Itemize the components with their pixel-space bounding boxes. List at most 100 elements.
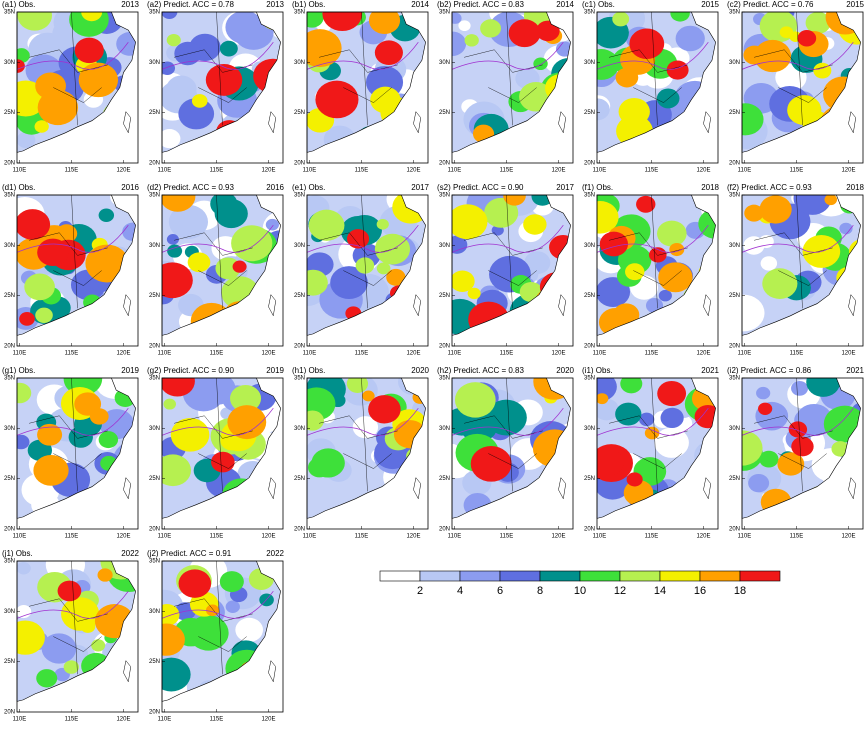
precip-blob	[162, 454, 192, 487]
precip-blob	[636, 195, 656, 213]
river	[161, 407, 274, 436]
precip-blob	[219, 40, 238, 57]
precip-blob	[113, 441, 136, 480]
river	[451, 224, 564, 253]
y-tick-label: 30N	[4, 609, 15, 615]
colorbar-box	[459, 570, 501, 582]
y-tick-label: 30N	[149, 243, 160, 249]
precip-blob	[791, 380, 809, 396]
precip-blob	[36, 669, 58, 688]
precip-blob	[17, 434, 30, 450]
coastline	[741, 194, 861, 336]
precip-blob	[748, 473, 770, 493]
colorbar-label: 8	[537, 585, 543, 597]
panel-label: (i1) Obs.	[582, 366, 613, 375]
y-tick-label: 25N	[584, 110, 595, 116]
colorbar-box	[659, 570, 701, 582]
precip-blob	[100, 455, 118, 471]
precip-blob	[468, 301, 510, 336]
river	[451, 41, 564, 70]
precip-blob	[686, 475, 716, 508]
precip-blob	[847, 85, 861, 100]
precip-blob	[231, 225, 273, 262]
precip-blob	[534, 286, 571, 322]
province-lines	[174, 560, 253, 675]
taiwan	[268, 660, 277, 683]
panel-label: (b1) Obs.	[292, 0, 325, 9]
taiwan	[848, 477, 857, 500]
precip-blob	[265, 89, 281, 117]
x-tick-label: 120E	[841, 351, 855, 357]
y-tick-label: 35N	[439, 193, 450, 199]
taiwan	[558, 477, 567, 500]
precip-blob	[271, 21, 281, 39]
precip-blob	[31, 492, 60, 518]
precip-blob	[219, 571, 244, 593]
panel-label: (h2) Predict. ACC = 0.83	[437, 366, 524, 375]
precip-blob	[63, 660, 79, 674]
panel-year: 2016	[266, 183, 284, 192]
precip-blob	[221, 276, 259, 310]
y-tick-label: 25N	[149, 476, 160, 482]
x-tick-label: 110E	[13, 534, 27, 540]
coastline	[161, 560, 281, 702]
x-tick-label: 110E	[738, 351, 752, 357]
precip-blob	[669, 242, 685, 257]
precip-blob	[205, 604, 220, 617]
precip-blob	[844, 307, 861, 332]
province-lines	[754, 377, 833, 492]
precip-blob	[107, 469, 136, 496]
map-frame	[451, 194, 574, 347]
colorbar-label: 18	[734, 585, 746, 597]
precip-blob	[205, 63, 243, 96]
coastline	[306, 194, 426, 336]
precip-blob	[472, 124, 495, 144]
panel-year: 2017	[411, 183, 429, 192]
precip-blob	[612, 12, 630, 27]
precip-blob	[224, 301, 254, 327]
x-tick-label: 115E	[645, 168, 659, 174]
panel-label: (h1) Obs.	[292, 366, 325, 375]
y-tick-label: 20N	[294, 527, 305, 533]
river	[741, 41, 854, 70]
panel-label: (c1) Obs.	[582, 0, 615, 9]
panel-year: 2017	[556, 183, 574, 192]
map-frame	[161, 560, 284, 713]
precip-blob	[114, 388, 136, 407]
map-frame	[16, 560, 139, 713]
coastline	[161, 194, 281, 336]
coastline	[16, 377, 136, 519]
precip-blob	[615, 67, 639, 88]
precip-blob	[330, 266, 368, 300]
panel-label: (f1) Obs.	[582, 183, 613, 192]
y-tick-label: 35N	[729, 193, 740, 199]
y-tick-label: 20N	[729, 161, 740, 167]
precip-blob	[266, 255, 281, 275]
precip-blob	[694, 440, 716, 472]
panel-label: (g2) Predict. ACC = 0.90	[147, 366, 234, 375]
precip-blob	[61, 597, 100, 631]
river	[596, 224, 709, 253]
panel-year: 2021	[846, 366, 864, 375]
coastline	[16, 560, 136, 702]
y-tick-label: 25N	[439, 110, 450, 116]
taiwan	[268, 111, 277, 134]
precip-blob	[162, 61, 176, 75]
precip-blob	[805, 485, 841, 516]
province-lines	[464, 377, 543, 492]
precip-blob	[98, 431, 119, 449]
x-tick-label: 120E	[261, 168, 275, 174]
y-tick-label: 25N	[294, 293, 305, 299]
y-tick-label: 35N	[4, 376, 15, 382]
precip-blob	[758, 402, 773, 415]
precip-blob	[666, 60, 689, 80]
y-tick-label: 20N	[4, 344, 15, 350]
colorbar-box	[419, 570, 461, 582]
precip-blob	[677, 476, 707, 503]
precip-blob	[760, 488, 792, 516]
precip-blob	[762, 268, 798, 299]
x-tick-label: 120E	[116, 717, 130, 723]
precip-blob	[55, 224, 78, 243]
x-tick-label: 120E	[261, 534, 275, 540]
precip-blob	[416, 459, 426, 479]
